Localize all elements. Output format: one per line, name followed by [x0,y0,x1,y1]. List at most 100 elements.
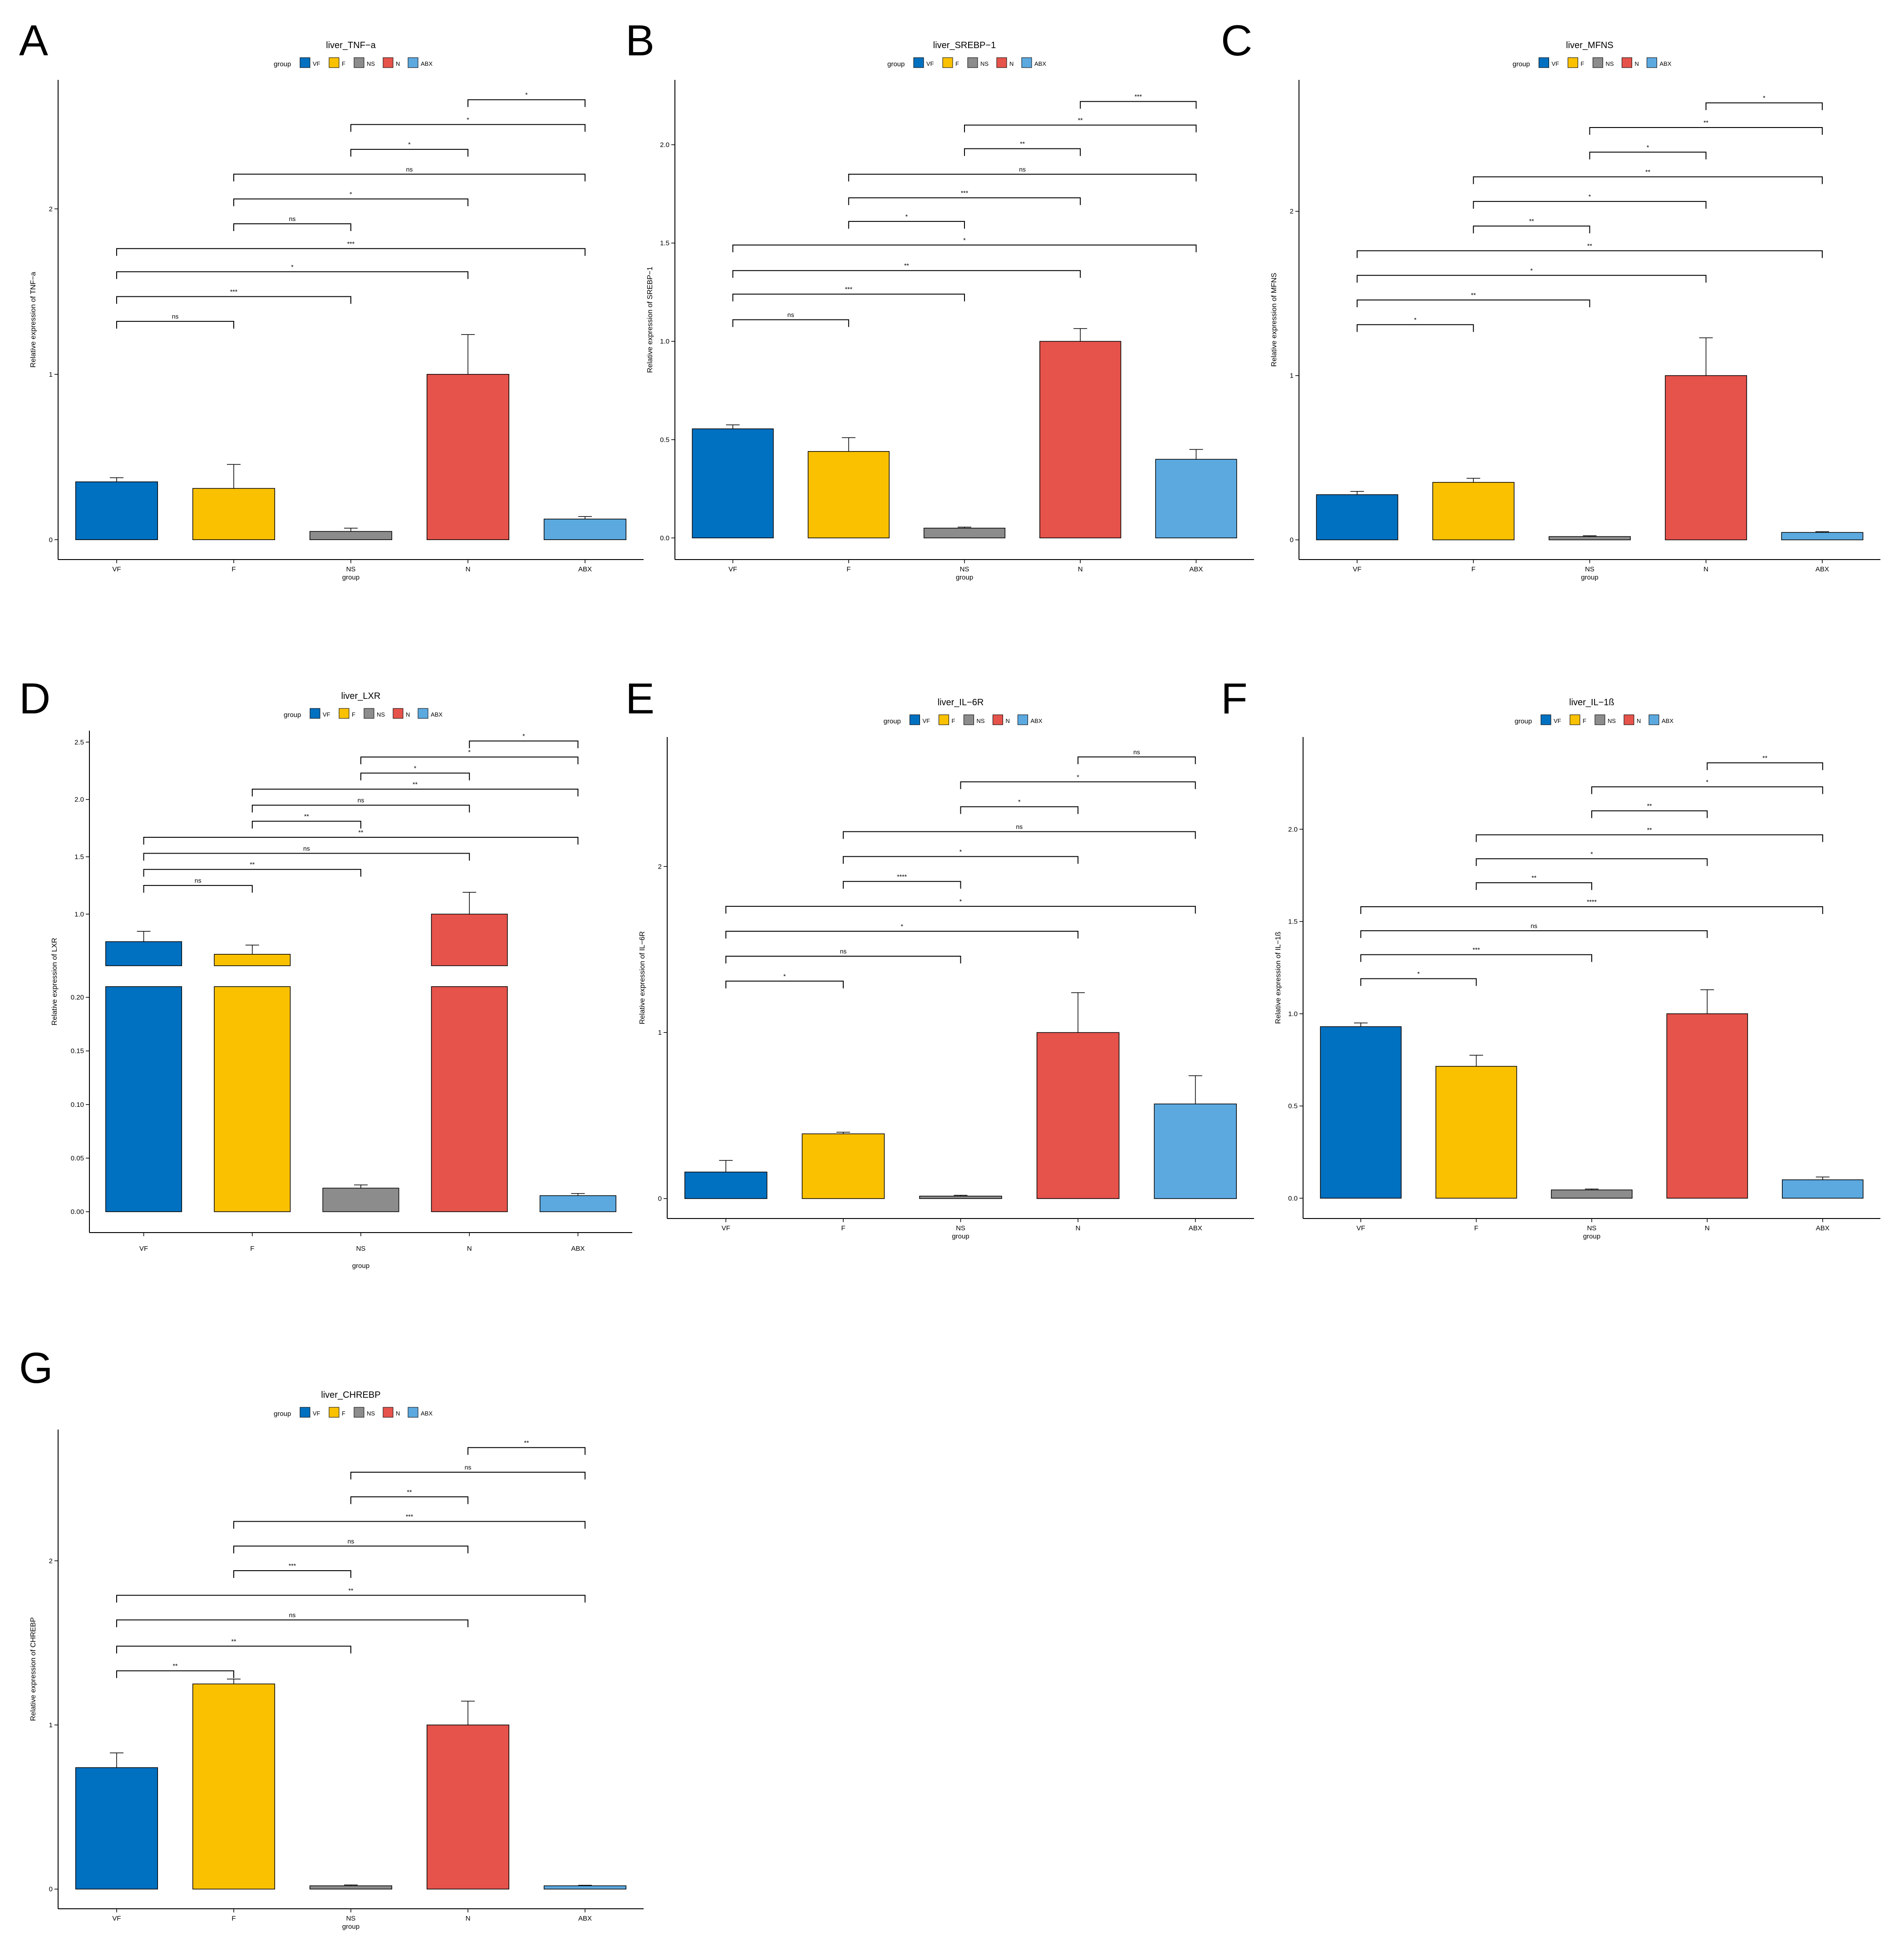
significance-label: ns [195,877,202,884]
significance-label: ** [413,781,418,788]
bar-n [1665,375,1747,541]
bar-n [1039,341,1122,539]
legend-title: group [274,1410,291,1418]
bar-vf [1316,494,1398,541]
significance-bracket: * [467,91,585,107]
significance-label: ** [1645,168,1650,176]
significance-label: ** [173,1662,178,1670]
significance-bracket: ns [143,877,253,893]
x-tick-label: N [467,1245,472,1253]
significance-label: *** [845,285,853,293]
legend-swatch [964,714,974,725]
bar-vf [684,1171,768,1199]
bracket-line [233,173,585,182]
bracket-line [1705,102,1823,110]
x-axis-label: group [342,574,359,581]
bracket-line [233,1545,468,1553]
significance-bracket: ns [233,215,351,231]
y-tick-label: 0 [658,1195,662,1203]
bar-abx [1781,532,1864,541]
y-tick-label: 1.5 [660,240,669,247]
significance-label: ** [1078,117,1083,124]
significance-bracket: ** [116,1662,234,1678]
legend: group VF F NS N ABX [274,1407,433,1418]
bar-ns [1549,536,1631,541]
y-axis-label: Relative expression of TNF−a [30,272,37,368]
legend-label: VF [1554,717,1561,724]
legend-label: N [396,1410,400,1417]
significance-bracket: ns [1360,922,1708,938]
bracket-line [143,837,579,845]
significance-label: ns [1530,922,1537,929]
legend-item-n: N [993,714,1010,725]
bracket-line [233,223,351,231]
significance-label: * [963,236,966,244]
y-axis-label: Relative expression of IL−6R [639,931,646,1024]
significance-label: *** [406,1513,413,1520]
chart-title: liver_LXR [341,691,381,701]
x-tick-label: VF [139,1245,148,1253]
x-tick-label: NS [346,565,356,573]
significance-label: * [414,764,417,771]
significance-label: ns [1019,166,1026,173]
bar-ns [309,531,393,541]
bracket-line [143,853,470,861]
legend-swatch [910,714,920,725]
legend-title: group [284,711,301,719]
bar-vf [692,428,774,539]
significance-label: * [408,141,411,148]
significance-bracket: *** [116,288,351,304]
x-tick-label: ABX [571,1245,585,1253]
significance-bracket: *** [1360,946,1592,962]
significance-label: ns [1016,823,1023,830]
significance-label: * [1414,316,1417,323]
y-axis-label: Relative expression of LXR [51,938,59,1026]
bracket-line [725,931,1079,939]
bracket-line [848,173,1197,182]
significance-bracket: * [360,748,579,765]
legend-label: F [1581,60,1584,67]
bracket-line [1080,101,1197,109]
legend-label: F [342,60,345,67]
y-tick-label: 1 [658,1029,662,1037]
y-tick-label: 0.05 [71,1155,84,1162]
significance-bracket: ns [116,1612,468,1627]
legend-item-n: N [393,708,410,719]
legend-label: ABX [1660,60,1672,67]
significance-label: * [905,213,908,220]
legend-label: ABX [1662,717,1673,724]
bar-n [426,374,510,541]
bracket-line [1357,324,1474,332]
bracket-line [116,1595,585,1603]
bracket-line [848,221,965,229]
bracket-line [233,1570,351,1578]
y-tick-label: 0 [49,536,53,544]
legend-item-f: F [329,1407,345,1418]
legend: group VF F NS N ABX [884,714,1043,725]
significance-label: * [1589,193,1591,200]
y-tick-label: 0.0 [1288,1194,1298,1202]
significance-label: ** [1762,754,1767,762]
bracket-line [360,757,579,765]
significance-label: ** [1703,119,1708,126]
x-tick-label: VF [1357,1224,1365,1232]
y-tick-label: 1.0 [1288,1010,1298,1018]
legend-swatch [1624,714,1634,725]
legend-item-n: N [1624,714,1641,725]
legend-swatch [996,57,1007,68]
legend-title: group [1513,60,1530,68]
legend-label: ABX [1034,60,1046,67]
legend-item-abx: ABX [1647,57,1672,68]
significance-label: ns [289,215,296,222]
bracket-line [1357,250,1823,258]
legend-swatch [1018,714,1028,725]
significance-label: ** [407,1488,412,1495]
significance-label: ns [348,1538,354,1545]
legend-label: ABX [421,1410,433,1417]
legend-item-n: N [1622,57,1639,68]
significance-bracket: ** [1473,168,1823,184]
panel-letter: E [625,674,654,723]
legend-label: VF [1552,60,1560,67]
x-tick-label: ABX [1815,565,1829,573]
